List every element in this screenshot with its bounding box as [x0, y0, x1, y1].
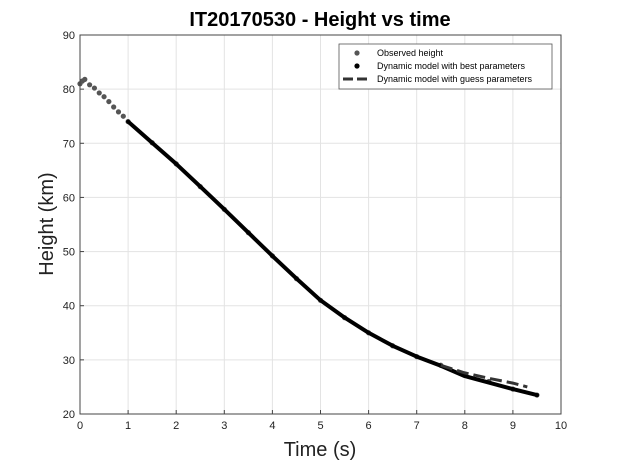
observed-height-point: [91, 85, 98, 91]
observed-height-point: [106, 98, 112, 105]
guess-model-line: [440, 363, 528, 389]
legend-box: [338, 43, 553, 90]
observed-height-point: [111, 104, 117, 110]
x-tick-label: 1: [125, 420, 131, 432]
observed-height-point: [82, 76, 88, 82]
y-tick-label: 20: [63, 409, 75, 421]
y-tick-label: 50: [63, 247, 75, 259]
observed-height-point: [120, 113, 126, 119]
y-axis-label: Height (km): [36, 172, 58, 275]
axis-ticks: 0 1 2 3 4 5 6 7 8 9 10 20 30 40 50 60 70 80 90: [63, 30, 567, 432]
x-tick-label: 0: [77, 420, 83, 432]
y-tick-label: 70: [63, 138, 75, 150]
series-layer: [77, 76, 540, 398]
legend-marker-best: [354, 63, 360, 69]
legend-entry-label: Observed height: [377, 48, 444, 58]
observed-height-point: [101, 94, 107, 100]
chart-title: IT20170530 - Height vs time: [189, 9, 450, 31]
x-tick-label: 7: [414, 420, 420, 432]
y-tick-label: 40: [63, 301, 75, 313]
y-tick-label: 60: [63, 192, 75, 204]
best-model-line: [126, 119, 539, 398]
observed-height-point: [87, 82, 93, 88]
y-tick-label: 30: [63, 355, 75, 367]
x-tick-label: 9: [510, 420, 516, 432]
legend-marker-observed: [354, 50, 360, 56]
observed-height-point: [115, 109, 122, 115]
x-tick-label: 2: [173, 420, 179, 432]
y-tick-label: 80: [63, 84, 75, 96]
observed-height-point: [96, 90, 102, 96]
x-tick-label: 3: [221, 420, 227, 432]
legend-entry-label: Dynamic model with best parameters: [377, 61, 526, 71]
x-tick-label: 5: [317, 420, 323, 432]
x-tick-label: 4: [269, 420, 275, 432]
legend: Observed height Dynamic model with best p…: [338, 43, 553, 90]
x-tick-label: 8: [462, 420, 468, 432]
x-axis-label: Time (s): [284, 439, 357, 461]
x-tick-label: 6: [366, 420, 372, 432]
legend-entry-label: Dynamic model with guess parameters: [377, 74, 533, 84]
x-tick-label: 10: [555, 420, 567, 432]
grid-lines: [80, 35, 561, 414]
y-tick-label: 90: [63, 30, 75, 42]
